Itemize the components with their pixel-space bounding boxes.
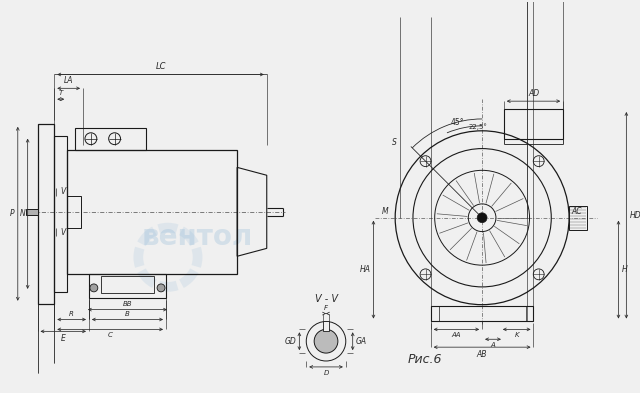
Text: E: E (61, 334, 66, 343)
Text: C: C (108, 332, 113, 338)
Text: 22,5°: 22,5° (468, 123, 487, 130)
Text: HD: HD (629, 211, 640, 220)
Text: H: H (621, 265, 627, 274)
Text: LC: LC (156, 62, 166, 71)
Circle shape (90, 284, 98, 292)
Text: R: R (69, 311, 74, 317)
Text: V: V (60, 187, 65, 196)
Text: P: P (10, 209, 15, 218)
Text: D: D (323, 370, 329, 376)
Text: B: B (125, 311, 130, 317)
Text: 45°: 45° (451, 118, 464, 127)
Text: N: N (19, 209, 25, 218)
Text: AB: AB (477, 350, 488, 359)
Text: A: A (491, 342, 495, 348)
Circle shape (157, 284, 165, 292)
Text: M: M (381, 207, 388, 216)
Text: GD: GD (285, 337, 297, 346)
Circle shape (477, 213, 487, 223)
Circle shape (314, 329, 338, 353)
Text: AC: AC (571, 207, 582, 216)
Text: AD: AD (528, 89, 539, 98)
Text: GA: GA (355, 337, 366, 346)
Text: вентол: вентол (142, 224, 253, 252)
Text: BB: BB (123, 301, 132, 307)
Text: LA: LA (64, 76, 74, 85)
Text: AA: AA (452, 332, 461, 338)
Text: V - V: V - V (314, 294, 337, 304)
Text: T: T (59, 90, 63, 96)
Text: F: F (324, 305, 328, 310)
Polygon shape (26, 209, 38, 215)
Text: S: S (392, 138, 397, 147)
Text: HA: HA (360, 265, 371, 274)
Text: V: V (60, 228, 65, 237)
Text: K: K (515, 332, 519, 338)
Text: Рис.6: Рис.6 (408, 353, 442, 365)
Polygon shape (323, 321, 329, 331)
